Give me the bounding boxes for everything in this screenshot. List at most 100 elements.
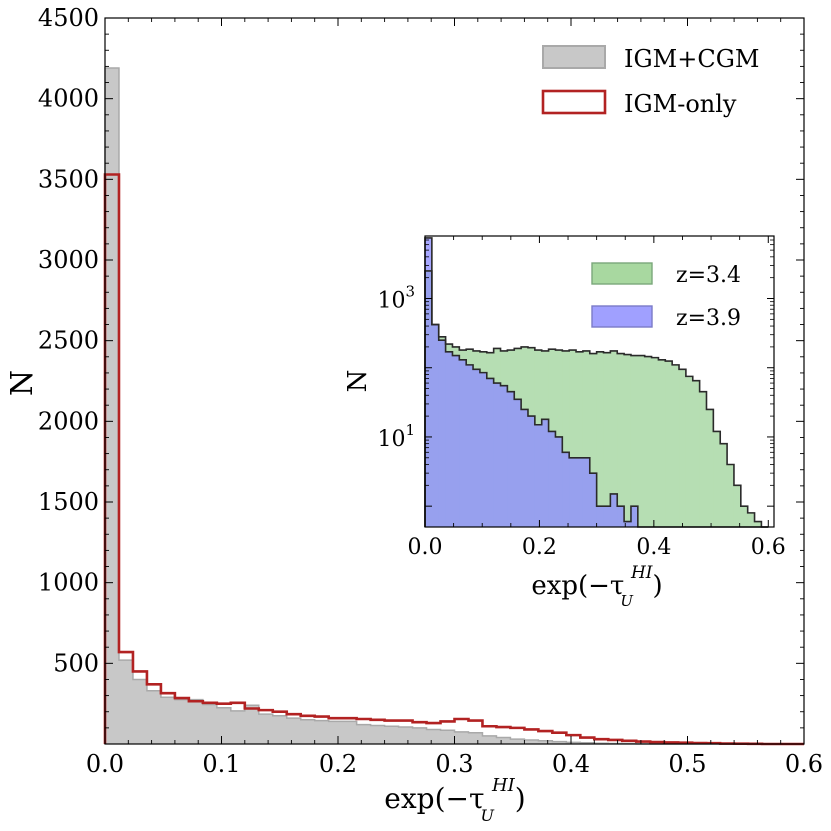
igm-cgm-bar bbox=[216, 707, 232, 744]
inset-y-tick-label: 103 bbox=[377, 283, 415, 314]
z39-bar bbox=[548, 431, 556, 527]
z39-bar bbox=[624, 521, 632, 527]
inset-x-tick-label: 0.4 bbox=[636, 535, 671, 560]
main-step-layer bbox=[103, 173, 804, 746]
igm-cgm-bar bbox=[272, 715, 288, 744]
z39-bar bbox=[603, 506, 611, 527]
igm-cgm-bar bbox=[538, 740, 553, 744]
z34-bar bbox=[637, 355, 646, 527]
z34-bar bbox=[562, 350, 570, 527]
main-bars-layer bbox=[104, 67, 804, 745]
z34-bar bbox=[582, 350, 591, 527]
z34-bar bbox=[596, 351, 604, 527]
main-x-tick-label: 0.1 bbox=[202, 750, 240, 778]
z34-bar bbox=[740, 506, 749, 527]
igm-cgm-bar bbox=[412, 727, 427, 744]
z34-bar bbox=[624, 354, 632, 527]
z34-bar bbox=[692, 380, 701, 527]
main-y-tick-label: 500 bbox=[53, 649, 99, 677]
igm-cgm-bar bbox=[482, 735, 497, 744]
main-plot-frame bbox=[104, 17, 805, 745]
igm-cgm-bar bbox=[384, 726, 399, 744]
igm-cgm-bar bbox=[524, 739, 539, 744]
legend-swatch-igm-cgm bbox=[542, 45, 606, 69]
z34-bar bbox=[754, 521, 762, 527]
z39-bar bbox=[527, 416, 536, 527]
z34-bar bbox=[658, 359, 666, 527]
z34-bar bbox=[617, 353, 625, 527]
z34-bar bbox=[569, 350, 577, 527]
igm-cgm-bar bbox=[454, 731, 469, 744]
igm-cgm-bar bbox=[342, 721, 358, 744]
inset-bars-layer bbox=[424, 237, 769, 528]
z39-bar bbox=[617, 506, 625, 527]
z39-bar bbox=[445, 351, 453, 527]
main-y-tick-label: 4500 bbox=[38, 4, 99, 32]
main-x-label-sup: HI bbox=[491, 775, 516, 796]
igm-cgm-bar bbox=[300, 719, 316, 744]
inset-x-label-base: exp(−τ bbox=[531, 571, 624, 601]
inset-x-tick-label: 0.0 bbox=[408, 535, 443, 560]
igm-cgm-bar bbox=[146, 690, 162, 744]
igm-cgm-bar bbox=[314, 720, 330, 744]
z39-bar bbox=[507, 391, 515, 527]
inset-x-axis-label: exp(−τU HI) bbox=[531, 563, 662, 610]
z34-bar bbox=[727, 464, 735, 527]
main-x-tick-label: 0.0 bbox=[86, 750, 124, 778]
igm-cgm-bar bbox=[356, 724, 372, 744]
z39-bar bbox=[459, 359, 467, 527]
main-y-tick-label: 2500 bbox=[38, 327, 99, 355]
z39-bar bbox=[534, 424, 543, 527]
main-x-tick-label: 0.3 bbox=[435, 750, 473, 778]
igm-only-step-line bbox=[103, 173, 804, 746]
main-y-tick-label: 1000 bbox=[38, 569, 99, 597]
z39-bar bbox=[466, 364, 474, 527]
main-tick-labels: 0.0 0.1 0.2 0.3 0.4 0.5 0.6 500 1000 1500 2000 2500… bbox=[38, 4, 823, 778]
z39-bar bbox=[425, 237, 433, 527]
inset-y-tick-label: 101 bbox=[377, 421, 415, 452]
z39-bar bbox=[555, 436, 563, 527]
z34-bar bbox=[603, 352, 611, 527]
z39-bar bbox=[486, 378, 495, 527]
z39-bar bbox=[610, 493, 618, 527]
igm-cgm-bar bbox=[286, 718, 302, 744]
z34-bar bbox=[685, 376, 694, 527]
main-y-tick-label: 2000 bbox=[38, 407, 99, 435]
main-histogram-chart: 0.0 0.1 0.2 0.3 0.4 0.5 0.6 500 1000 1500 2000 2500… bbox=[5, 4, 823, 825]
igm-cgm-bar bbox=[244, 705, 260, 744]
z34-bar bbox=[679, 369, 687, 527]
igm-cgm-bar bbox=[174, 699, 190, 744]
inset-histogram-chart: 0.0 0.2 0.4 0.6 101 103 N exp(−τU HI) z=3.4 z=… bbox=[343, 235, 786, 610]
z39-bar bbox=[479, 372, 488, 527]
igm-cgm-bar bbox=[118, 660, 134, 744]
main-y-axis-label: N bbox=[5, 370, 40, 396]
inset-x-label-sup: HI bbox=[630, 563, 653, 583]
main-x-label-close: ) bbox=[515, 782, 526, 815]
z39-bar bbox=[541, 419, 549, 527]
z34-bar bbox=[610, 350, 618, 527]
inset-plot-frame bbox=[424, 235, 775, 528]
igm-cgm-bar bbox=[202, 704, 218, 744]
z34-bar bbox=[644, 356, 652, 527]
inset-x-label-close: ) bbox=[653, 571, 663, 601]
inset-x-tick-label: 0.6 bbox=[751, 535, 786, 560]
main-x-label-base: exp(−τ bbox=[384, 782, 484, 815]
z39-bar bbox=[582, 457, 591, 527]
z34-bar bbox=[733, 485, 742, 527]
z39-bar bbox=[596, 506, 604, 527]
z34-bar bbox=[672, 364, 680, 527]
legend-label-z39: z=3.9 bbox=[676, 306, 741, 331]
legend-label-igm-cgm: IGM+CGM bbox=[624, 45, 759, 73]
inset-x-tick-label: 0.2 bbox=[522, 535, 557, 560]
legend-label-igm-only: IGM-only bbox=[624, 90, 737, 118]
igm-cgm-bar bbox=[230, 710, 246, 744]
igm-cgm-bar bbox=[160, 697, 176, 744]
z39-bar bbox=[452, 355, 460, 527]
z39-bar bbox=[500, 385, 508, 527]
main-legend: IGM+CGM IGM-only bbox=[541, 45, 759, 118]
inset-series-z39 bbox=[425, 237, 639, 527]
z34-outline bbox=[424, 270, 769, 528]
z39-bar bbox=[569, 457, 577, 527]
z39-bar bbox=[431, 324, 440, 527]
z34-bar bbox=[665, 361, 673, 527]
